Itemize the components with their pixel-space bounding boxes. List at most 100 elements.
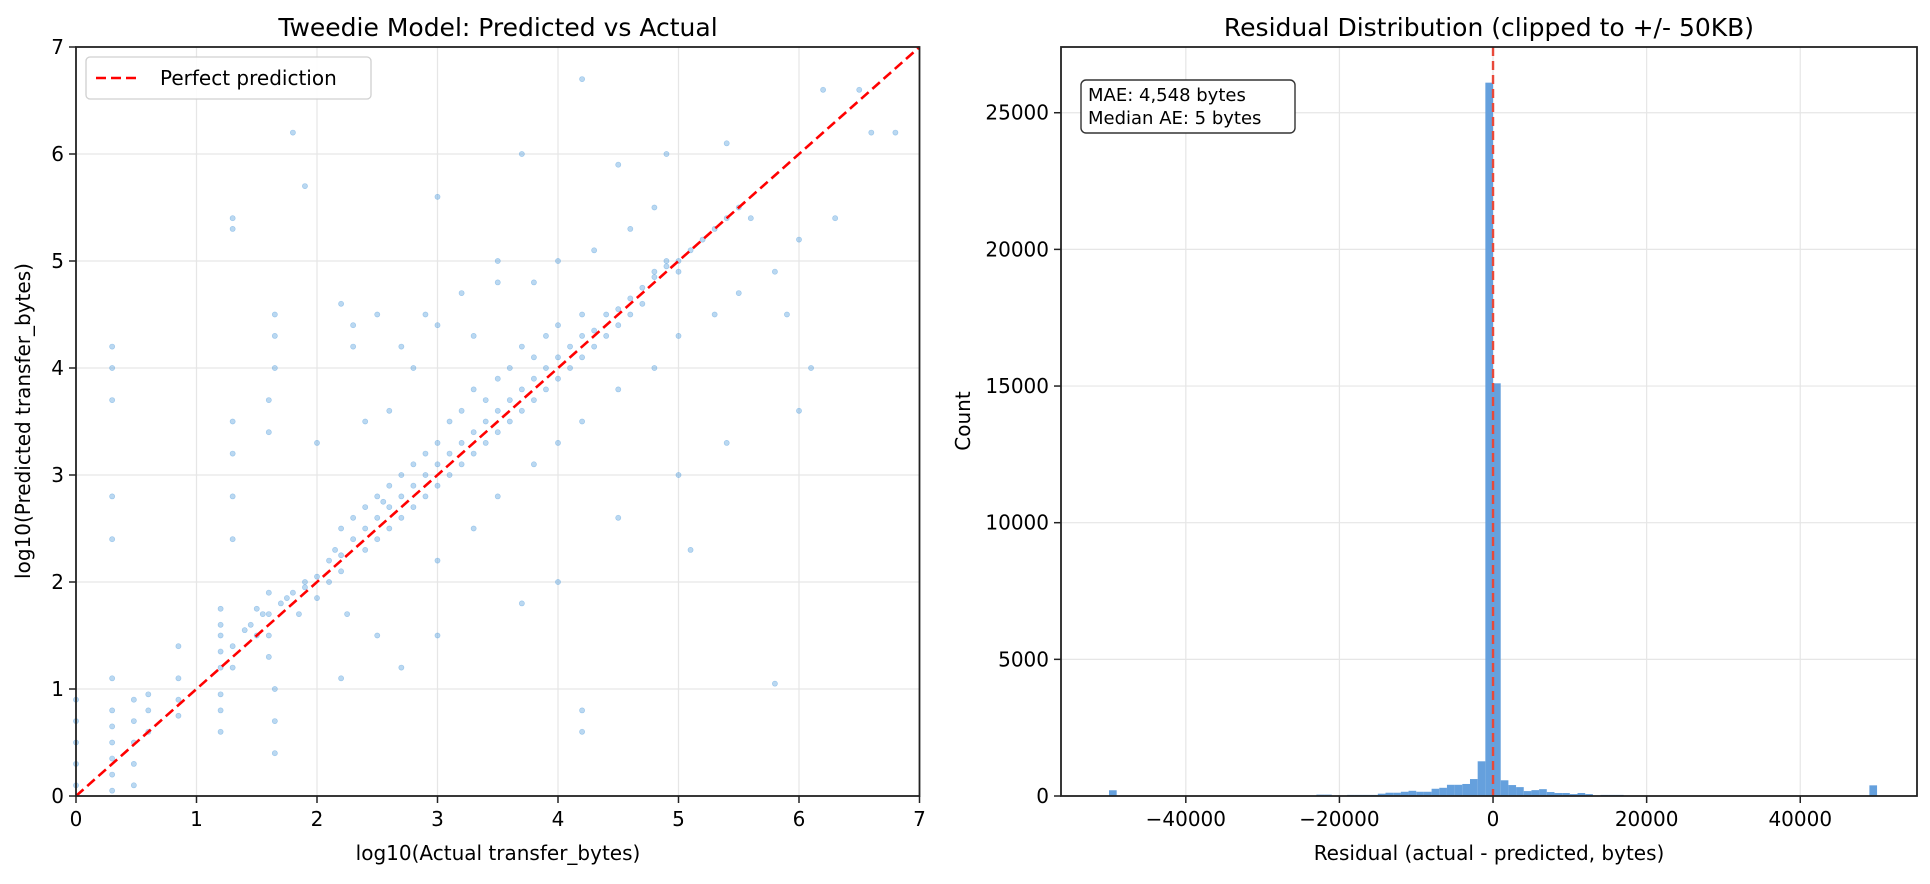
scatter-point <box>518 386 525 393</box>
scatter-point <box>603 332 610 339</box>
scatter-point <box>506 397 513 403</box>
scatter-point <box>229 664 236 671</box>
histogram-bar <box>1454 784 1463 796</box>
scatter-point <box>543 365 549 371</box>
scatter-point <box>494 258 501 264</box>
scatter-point <box>699 236 706 243</box>
scatter-point <box>555 579 561 585</box>
scatter-point <box>314 595 320 601</box>
y-tick-label: 0 <box>51 784 64 808</box>
y-tick-label: 1 <box>51 677 64 701</box>
scatter-point <box>639 300 646 307</box>
scatter-point <box>380 498 387 505</box>
scatter-point <box>675 268 682 275</box>
histogram-bar <box>1377 793 1386 796</box>
histogram-title: Residual Distribution (clipped to +/- 50… <box>1224 13 1754 42</box>
scatter-point <box>271 686 278 692</box>
scatter-point <box>579 728 585 735</box>
scatter-point <box>217 691 224 698</box>
scatter-point <box>332 547 338 553</box>
scatter-point <box>265 611 272 617</box>
y-tick-label: 5 <box>51 249 64 273</box>
y-tick-label: 6 <box>51 142 64 166</box>
x-tick-label: 6 <box>793 807 806 831</box>
scatter-point <box>314 573 320 580</box>
scatter-point <box>675 332 682 339</box>
scatter-point <box>531 354 537 361</box>
y-tick-label: 5000 <box>998 647 1049 671</box>
x-tick-label: 4 <box>552 807 565 831</box>
scatter-point <box>217 728 224 735</box>
scatter-point <box>868 129 875 136</box>
scatter-point <box>338 675 344 682</box>
scatter-point <box>458 290 465 296</box>
histogram-bar <box>1423 791 1432 796</box>
scatter-point <box>344 611 351 617</box>
scatter-point <box>271 365 278 371</box>
scatter-point <box>175 675 182 682</box>
scatter-point <box>591 343 598 350</box>
scatter-point <box>265 654 272 660</box>
scatter-point <box>338 300 344 307</box>
scatter-point <box>651 274 658 280</box>
scatter-point <box>247 621 254 628</box>
scatter-point <box>579 354 585 361</box>
scatter-point <box>494 429 501 436</box>
scatter-point <box>470 450 477 457</box>
scatter-point <box>531 397 537 403</box>
legend: Perfect prediction <box>85 56 372 100</box>
scatter-point <box>663 263 670 270</box>
scatter-point <box>784 311 790 318</box>
scatter-point <box>446 450 453 457</box>
scatter-point <box>350 514 357 521</box>
scatter-point <box>350 322 357 329</box>
scatter-point <box>277 600 284 607</box>
scatter-point <box>543 332 549 339</box>
histogram-bar <box>1439 787 1447 796</box>
scatter-point <box>494 279 501 286</box>
histogram-bar <box>1546 792 1555 796</box>
scatter-point <box>579 76 585 82</box>
scatter-point <box>130 718 137 724</box>
scatter-point <box>109 493 116 500</box>
scatter-point <box>374 536 381 543</box>
scatter-point <box>302 584 308 591</box>
scatter-point <box>555 375 561 382</box>
scatter-point <box>482 439 489 446</box>
histogram-xlabel: Residual (actual - predicted, bytes) <box>1314 841 1665 865</box>
histogram-bar <box>1569 794 1578 796</box>
y-tick-label: 20000 <box>985 237 1049 261</box>
scatter-point <box>217 605 224 612</box>
y-tick-label: 3 <box>51 463 64 487</box>
scatter-point <box>832 215 839 222</box>
histogram-bar <box>1869 785 1878 796</box>
histogram-bar <box>1446 784 1455 796</box>
scatter-point <box>434 439 441 446</box>
scatter-point <box>217 707 224 714</box>
scatter-point <box>808 365 814 371</box>
scatter-point <box>338 568 344 575</box>
scatter-point <box>386 482 393 489</box>
scatter-axes-frame <box>75 46 921 797</box>
histogram-bar <box>1523 791 1532 796</box>
scatter-point <box>555 258 561 264</box>
scatter-point <box>555 354 561 361</box>
scatter-point <box>518 151 525 157</box>
stats-annotation-box: MAE: 4,548 bytes Median AE: 5 bytes <box>1080 79 1296 134</box>
scatter-point <box>627 311 634 318</box>
scatter-point <box>494 407 501 414</box>
scatter-ylabel: log10(Predicted transfer_bytes) <box>11 263 35 579</box>
scatter-point <box>265 429 272 436</box>
scatter-point <box>796 407 802 414</box>
scatter-point <box>175 643 182 650</box>
scatter-point <box>518 343 525 350</box>
histogram-bar <box>1562 792 1570 796</box>
scatter-point <box>458 461 465 468</box>
scatter-point <box>639 284 646 291</box>
scatter-point <box>651 365 658 371</box>
scatter-point <box>271 718 278 724</box>
x-tick-label: −20000 <box>1299 807 1379 831</box>
scatter-points <box>73 76 899 794</box>
scatter-point <box>296 611 302 617</box>
scatter-point <box>615 306 622 313</box>
